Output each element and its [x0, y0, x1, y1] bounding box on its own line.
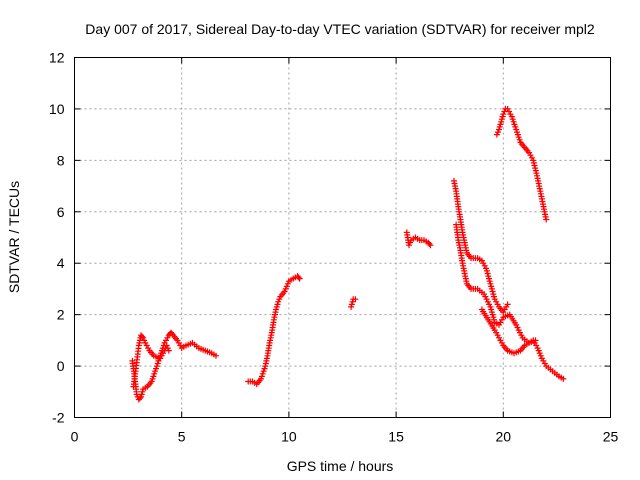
y-tick-labels: -2 0 2 4 6 8 10 12 [49, 50, 65, 426]
data-point [296, 275, 303, 282]
x-tick-label: 15 [388, 429, 404, 445]
x-tick-label: 5 [178, 429, 186, 445]
chart-title: Day 007 of 2017, Sidereal Day-to-day VTE… [85, 21, 595, 37]
data-point [498, 118, 505, 125]
tick-layer [74, 57, 611, 418]
data-point [427, 242, 434, 249]
series-arc-h [478, 306, 539, 357]
y-axis-label: SDTVAR / TECUs [6, 181, 22, 293]
data-point [213, 352, 219, 359]
series-arc-b [130, 332, 172, 390]
series-arc-f [451, 177, 511, 316]
data-point [352, 296, 359, 303]
plot-frame [74, 57, 611, 418]
series-arc-i [493, 105, 550, 223]
grid-layer [74, 57, 611, 418]
y-tick-label: 12 [49, 50, 65, 66]
data-point [543, 216, 550, 223]
x-tick-labels: 0 5 10 15 20 25 [71, 429, 619, 445]
series-arc-c [245, 273, 303, 388]
y-tick-label: 4 [57, 255, 65, 271]
data-point [136, 395, 143, 402]
series-arc-d [348, 296, 359, 310]
data-marks [129, 105, 567, 403]
y-tick-label: 2 [57, 307, 65, 323]
y-tick-label: 8 [57, 152, 65, 168]
data-point [139, 333, 145, 340]
y-tick-label: 6 [57, 204, 65, 220]
y-tick-label: 0 [57, 358, 65, 374]
data-point [504, 301, 511, 308]
x-tick-label: 20 [496, 429, 512, 445]
series-arc-g [453, 221, 567, 382]
x-tick-label: 25 [603, 429, 619, 445]
data-point [532, 337, 539, 344]
x-axis-label: GPS time / hours [287, 458, 394, 474]
series-arc-e [403, 229, 434, 249]
x-tick-label: 0 [71, 429, 79, 445]
data-point [165, 347, 172, 354]
y-tick-label: 10 [49, 101, 65, 117]
x-tick-label: 10 [281, 429, 297, 445]
y-tick-label: -2 [52, 410, 65, 426]
data-point [426, 240, 433, 247]
data-point [295, 274, 302, 281]
data-point [560, 375, 567, 382]
data-point [509, 116, 516, 123]
